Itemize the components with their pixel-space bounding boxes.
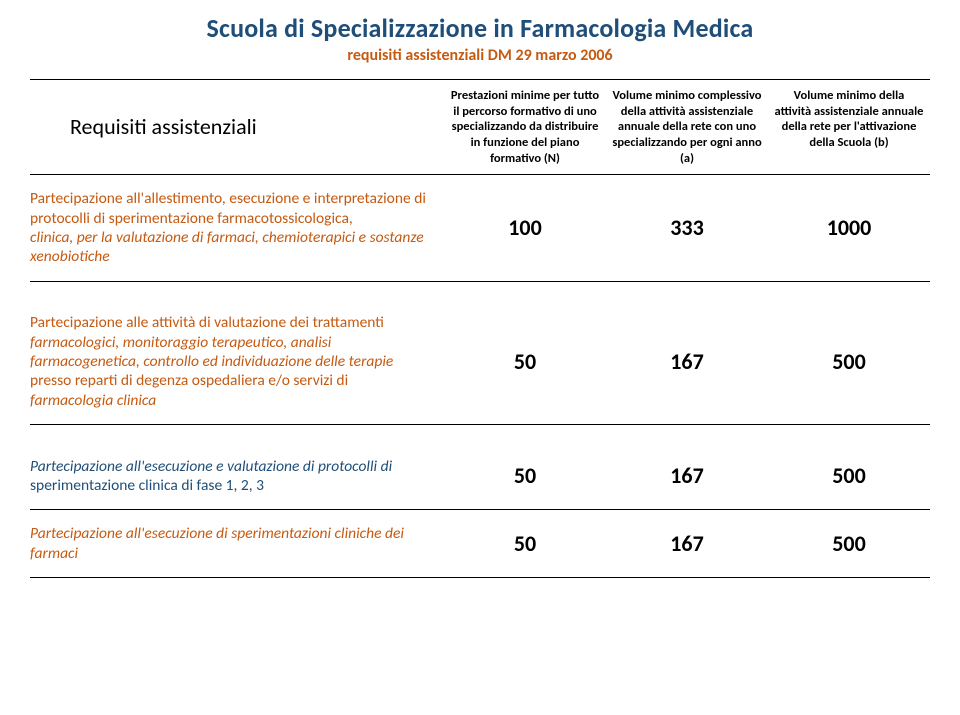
header-col-2: Volume minimo complessivo della attività… (606, 80, 768, 175)
row-description: Partecipazione all'esecuzione di sperime… (30, 510, 444, 578)
cell-value: 50 (444, 443, 606, 510)
cell-value: 50 (444, 510, 606, 578)
table-row: Partecipazione all'esecuzione di sperime… (30, 510, 930, 578)
desc-text: sperimentazione clinica di fase 1, 2, 3 (30, 476, 264, 495)
requirements-table: Requisiti assistenziali Prestazioni mini… (30, 79, 930, 578)
table-row: Partecipazione all'esecuzione e valutazi… (30, 443, 930, 510)
row-description: Partecipazione all'esecuzione e valutazi… (30, 443, 444, 510)
desc-text: Partecipazione alle attività di valutazi… (30, 313, 384, 332)
cell-value: 100 (444, 175, 606, 282)
page-title: Scuola di Specializzazione in Farmacolog… (30, 12, 930, 44)
desc-text: Partecipazione all'allestimento, esecuzi… (30, 189, 426, 227)
page-subtitle: requisiti assistenziali DM 29 marzo 2006 (30, 46, 930, 65)
desc-text-italic: Partecipazione all'esecuzione di sperime… (30, 524, 404, 562)
desc-text-italic: farmacologici, monitoraggio terapeutico,… (30, 333, 393, 371)
desc-text-italic: Partecipazione all'esecuzione e valutazi… (30, 457, 392, 476)
desc-text-italic: clinica, per la valutazione di farmaci, … (30, 228, 424, 266)
cell-value: 167 (606, 299, 768, 424)
cell-value: 500 (768, 299, 930, 424)
row-description: Partecipazione all'allestimento, esecuzi… (30, 175, 444, 282)
header-col-1: Prestazioni minime per tutto il percorso… (444, 80, 606, 175)
row-description: Partecipazione alle attività di valutazi… (30, 299, 444, 424)
cell-value: 50 (444, 299, 606, 424)
spacer-row (30, 281, 930, 299)
header-col-3: Volume minimo della attività assistenzia… (768, 80, 930, 175)
table-row: Partecipazione all'allestimento, esecuzi… (30, 175, 930, 282)
cell-value: 500 (768, 510, 930, 578)
cell-value: 333 (606, 175, 768, 282)
table-row: Partecipazione alle attività di valutazi… (30, 299, 930, 424)
desc-text: presso reparti di degenza ospedaliera e/… (30, 371, 348, 390)
cell-value: 167 (606, 510, 768, 578)
spacer-row (30, 425, 930, 443)
header-requisiti: Requisiti assistenziali (30, 80, 444, 175)
cell-value: 167 (606, 443, 768, 510)
cell-value: 1000 (768, 175, 930, 282)
desc-text-italic: farmacologia clinica (30, 391, 156, 410)
cell-value: 500 (768, 443, 930, 510)
table-header-row: Requisiti assistenziali Prestazioni mini… (30, 80, 930, 175)
